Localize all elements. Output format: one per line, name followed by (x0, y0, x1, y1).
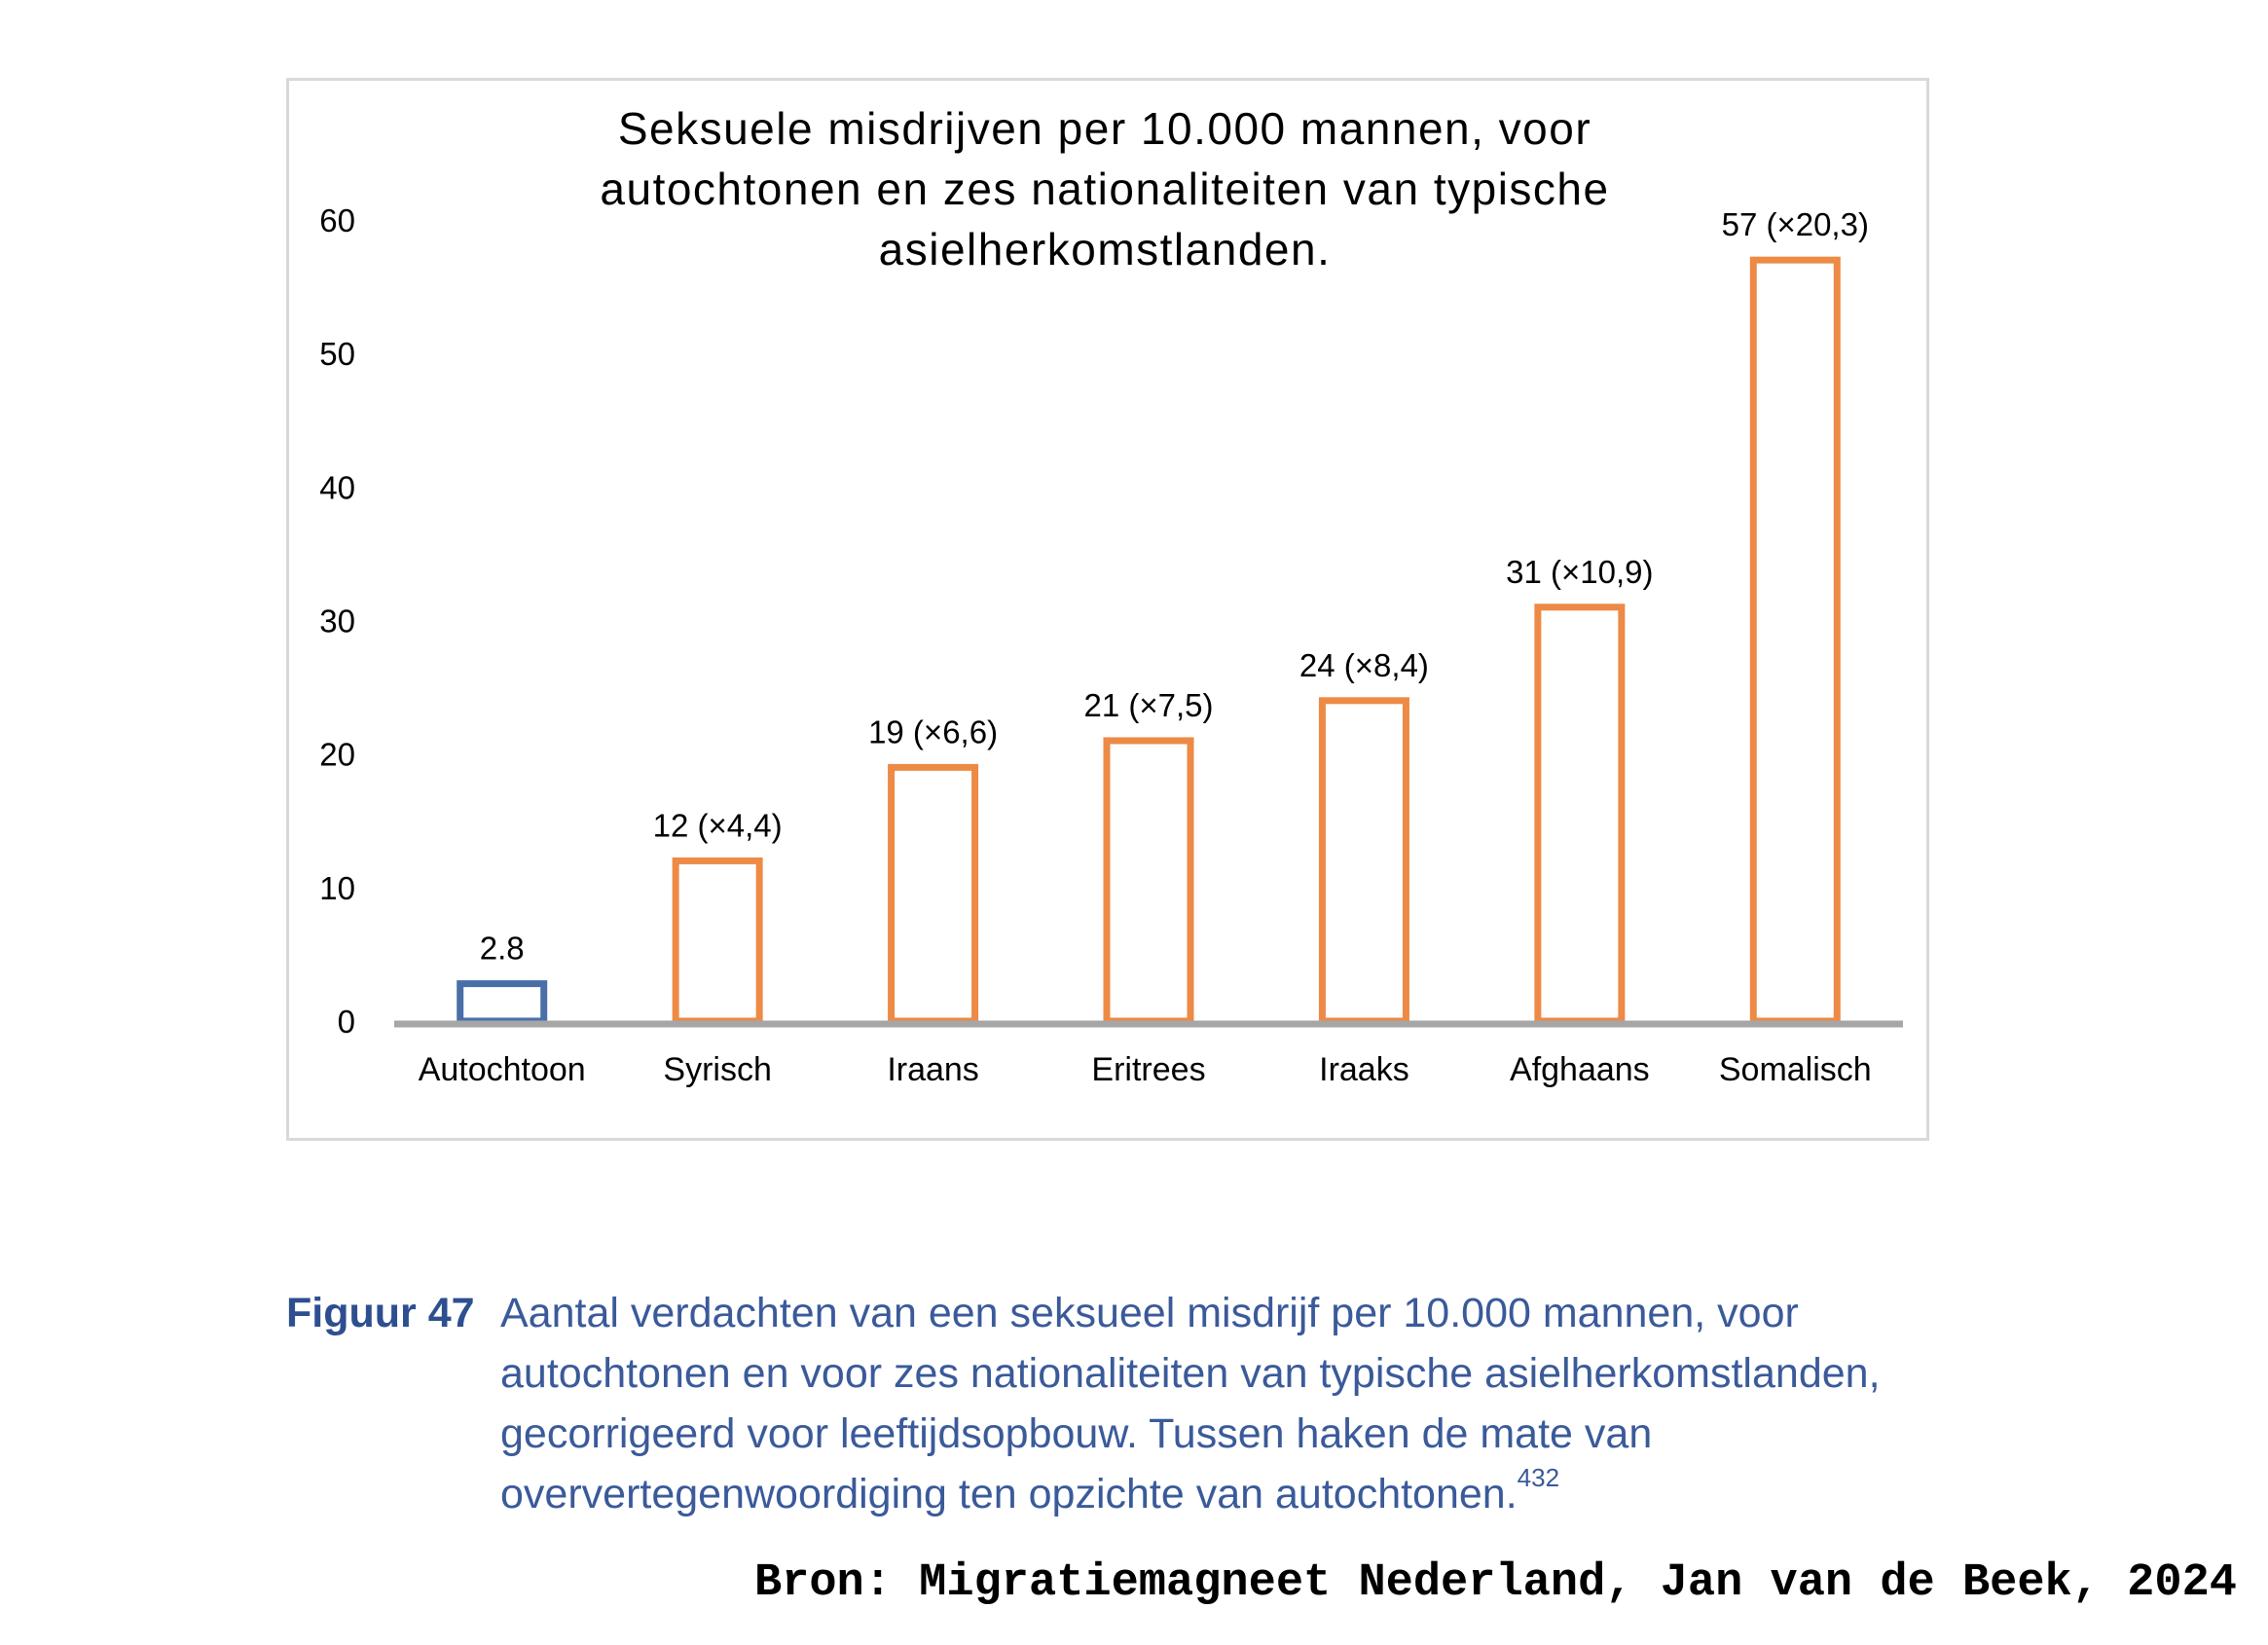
bar (1749, 256, 1841, 1025)
bar (888, 763, 979, 1025)
x-tick-label: Afghaans (1510, 1051, 1650, 1088)
y-tick-label: 30 (319, 603, 355, 640)
data-label: 57 (×20,3) (1722, 206, 1869, 242)
caption-label: Figuur 47 (286, 1290, 475, 1336)
data-label: 31 (×10,9) (1506, 554, 1653, 590)
chart-title-line: asielherkomstlanden. (879, 224, 1332, 274)
y-tick-label: 10 (319, 870, 355, 906)
y-axis-ticks: 0 10 20 30 40 50 60 (319, 202, 355, 1040)
caption-body: Aantal verdachten van een seksueel misdr… (500, 1290, 1881, 1517)
x-tick-label: Iraans (887, 1051, 979, 1088)
x-axis-ticks: Autochtoon Syrisch Iraans Eritrees Iraaks Afg… (419, 1051, 1872, 1088)
bars (457, 256, 1841, 1025)
y-tick-label: 50 (319, 336, 355, 372)
y-tick-label: 60 (319, 202, 355, 238)
x-tick-label: Eritrees (1091, 1051, 1205, 1088)
source-credit: Bron: Migratiemagneet Nederland, Jan van… (753, 1557, 2237, 1609)
data-label: 2.8 (480, 931, 525, 967)
y-tick-label: 20 (319, 737, 355, 773)
bar (672, 857, 763, 1025)
chart-title-line: autochtonen en zes nationaliteiten van t… (600, 164, 1609, 214)
data-label: 12 (×4,4) (653, 807, 783, 843)
x-tick-label: Iraaks (1319, 1051, 1409, 1088)
x-tick-label: Syrisch (663, 1051, 771, 1088)
y-tick-label: 40 (319, 469, 355, 505)
x-tick-label: Autochtoon (419, 1051, 586, 1088)
caption-text: Aantal verdachten van een seksueel misdr… (500, 1283, 1960, 1524)
bar (1103, 737, 1194, 1025)
bar (457, 980, 548, 1025)
caption-footnote: 432 (1517, 1463, 1560, 1492)
data-label: 19 (×6,6) (868, 713, 998, 749)
data-labels: 2.8 12 (×4,4) 19 (×6,6) 21 (×7,5) 24 (×8,4) 3… (480, 206, 1869, 966)
data-label: 21 (×7,5) (1084, 687, 1214, 723)
x-tick-label: Somalisch (1719, 1051, 1872, 1088)
y-tick-label: 0 (338, 1004, 355, 1040)
chart-title: Seksuele misdrijven per 10.000 mannen, v… (600, 103, 1609, 274)
data-label: 24 (×8,4) (1299, 647, 1429, 683)
bar (1534, 603, 1626, 1025)
chart-title-line: Seksuele misdrijven per 10.000 mannen, v… (618, 103, 1591, 154)
bar (1318, 697, 1409, 1025)
